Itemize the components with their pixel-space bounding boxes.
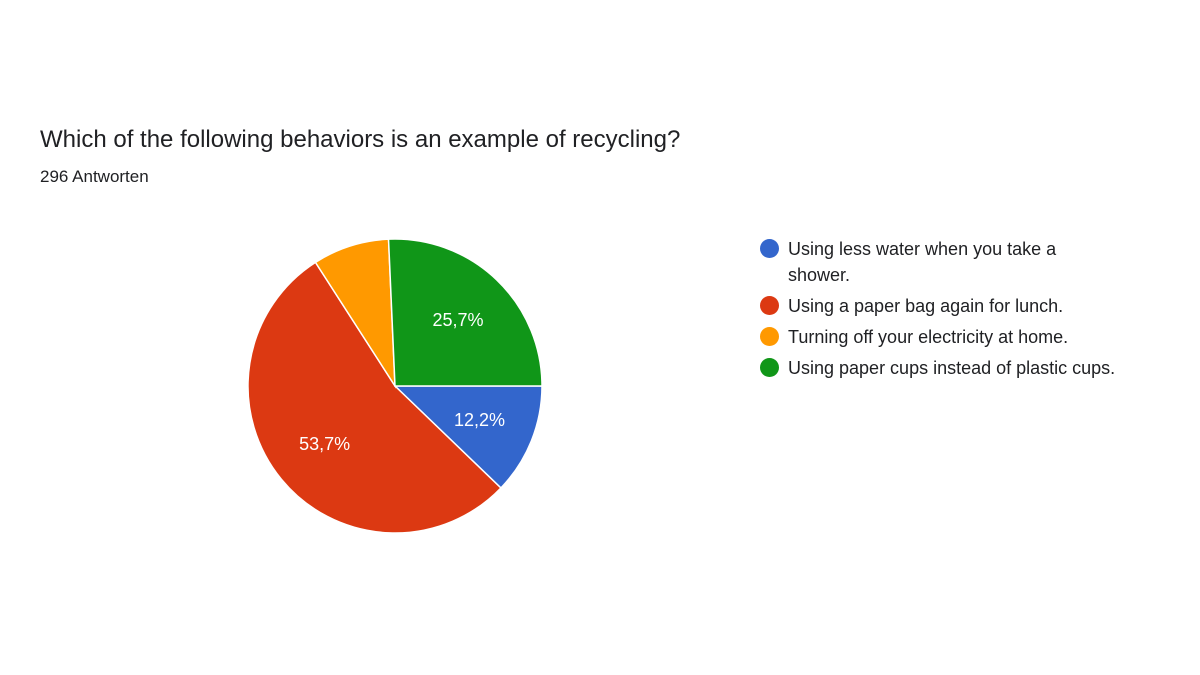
legend-swatch-icon (760, 239, 779, 258)
pie-slice-0[interactable] (393, 385, 543, 490)
legend-swatch-icon (760, 358, 779, 377)
chart-title: Which of the following behaviors is an e… (40, 126, 681, 153)
legend-item-3[interactable]: Using paper cups instead of plastic cups… (760, 355, 1120, 381)
legend-swatch-icon (760, 327, 779, 346)
legend-item-2[interactable]: Turning off your electricity at home. (760, 324, 1120, 350)
legend-item-0[interactable]: Using less water when you take a shower. (760, 236, 1120, 288)
legend-label: Using paper cups instead of plastic cups… (788, 358, 1116, 378)
slice-percent-label-1: 53,7% (299, 434, 350, 454)
pie-slice-3[interactable] (387, 238, 543, 387)
legend-label: Using a paper bag again for lunch. (788, 296, 1064, 316)
legend-label: Using less water when you take a shower. (788, 239, 1057, 285)
slice-percent-label-3: 25,7% (432, 310, 483, 330)
pie-slice-1[interactable] (247, 261, 502, 534)
chart-legend: Using less water when you take a shower.… (760, 236, 1120, 386)
slice-percent-label-0: 12,2% (454, 410, 505, 430)
legend-label: Turning off your electricity at home. (788, 327, 1069, 347)
legend-item-1[interactable]: Using a paper bag again for lunch. (760, 293, 1120, 319)
legend-swatch-icon (760, 296, 779, 315)
response-count: 296 Antworten (40, 167, 149, 186)
